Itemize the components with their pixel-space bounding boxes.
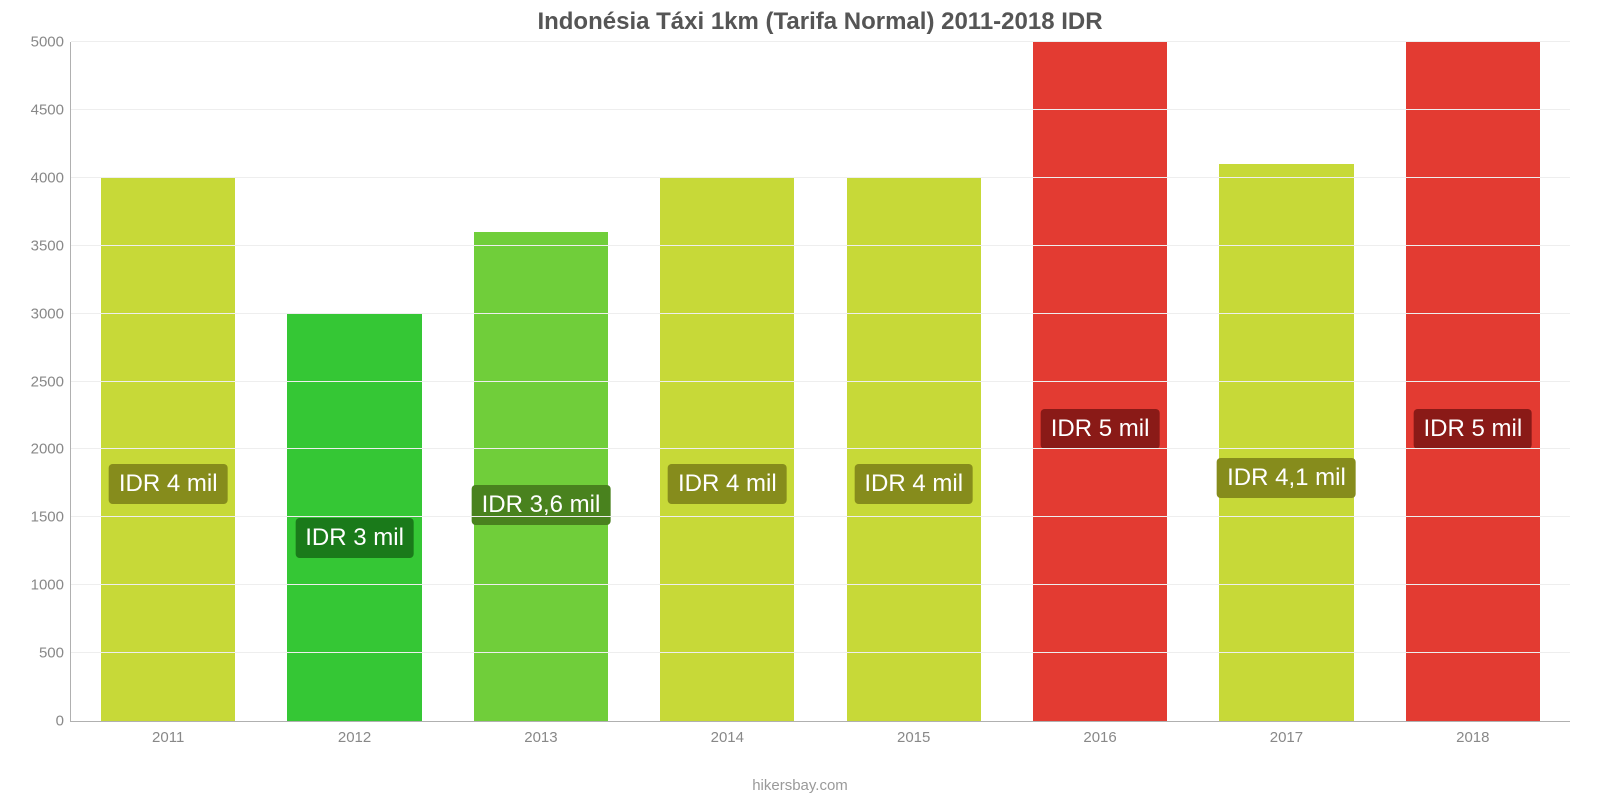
bar-value-label: IDR 4,1 mil — [1217, 458, 1356, 498]
y-tick-label: 2000 — [16, 441, 64, 458]
grid-line — [71, 381, 1570, 382]
bar-value-label: IDR 5 mil — [1041, 409, 1160, 449]
x-tick-label: 2018 — [1380, 721, 1566, 746]
bar-slot: IDR 5 mil — [1007, 42, 1193, 721]
chart-title: Indonésia Táxi 1km (Tarifa Normal) 2011-… — [70, 8, 1570, 36]
bar: IDR 3,6 mil — [474, 232, 608, 721]
x-tick-label: 2011 — [75, 721, 261, 746]
x-tick-label: 2012 — [261, 721, 447, 746]
grid-line — [71, 584, 1570, 585]
grid-line — [71, 313, 1570, 314]
bars-group: IDR 4 mil IDR 3 mil IDR 3,6 mil IDR 4 mil ID… — [71, 42, 1570, 721]
plot-area: IDR 4 mil IDR 3 mil IDR 3,6 mil IDR 4 mil ID… — [70, 42, 1570, 722]
x-tick-label: 2017 — [1193, 721, 1379, 746]
chart-container: Indonésia Táxi 1km (Tarifa Normal) 2011-… — [0, 0, 1600, 800]
x-tick-label: 2016 — [1007, 721, 1193, 746]
x-tick-label: 2013 — [448, 721, 634, 746]
chart-footer: hikersbay.com — [0, 777, 1600, 794]
y-tick-label: 1000 — [16, 577, 64, 594]
y-tick-label: 4500 — [16, 101, 64, 118]
y-tick-label: 4000 — [16, 169, 64, 186]
bar-slot: IDR 4 mil — [75, 42, 261, 721]
bar-slot: IDR 3,6 mil — [448, 42, 634, 721]
y-tick-label: 500 — [16, 645, 64, 662]
y-tick-label: 2500 — [16, 373, 64, 390]
bar-slot: IDR 4 mil — [821, 42, 1007, 721]
bar-value-label: IDR 3 mil — [295, 518, 414, 558]
bar-slot: IDR 3 mil — [261, 42, 447, 721]
y-tick-label: 5000 — [16, 34, 64, 51]
bar: IDR 4,1 mil — [1219, 164, 1353, 721]
grid-line — [71, 516, 1570, 517]
bar: IDR 4 mil — [847, 178, 981, 721]
bar-slot: IDR 4 mil — [634, 42, 820, 721]
bar: IDR 5 mil — [1406, 42, 1540, 721]
bar: IDR 5 mil — [1033, 42, 1167, 721]
y-tick-label: 3000 — [16, 305, 64, 322]
x-tick-label: 2014 — [634, 721, 820, 746]
bar-value-label: IDR 4 mil — [854, 464, 973, 504]
bar-slot: IDR 5 mil — [1380, 42, 1566, 721]
x-tick-label: 2015 — [821, 721, 1007, 746]
grid-line — [71, 109, 1570, 110]
bar-value-label: IDR 4 mil — [668, 464, 787, 504]
grid-line — [71, 448, 1570, 449]
grid-line — [71, 245, 1570, 246]
bar-value-label: IDR 4 mil — [109, 464, 228, 504]
grid-line — [71, 177, 1570, 178]
y-tick-label: 0 — [16, 713, 64, 730]
x-axis-labels: 20112012201320142015201620172018 — [71, 721, 1570, 746]
grid-line — [71, 652, 1570, 653]
bar-value-label: IDR 3,6 mil — [472, 485, 611, 525]
y-tick-label: 3500 — [16, 237, 64, 254]
y-tick-label: 1500 — [16, 509, 64, 526]
bar: IDR 4 mil — [101, 178, 235, 721]
grid-line — [71, 41, 1570, 42]
bar: IDR 4 mil — [660, 178, 794, 721]
bar-slot: IDR 4,1 mil — [1193, 42, 1379, 721]
bar-value-label: IDR 5 mil — [1413, 409, 1532, 449]
